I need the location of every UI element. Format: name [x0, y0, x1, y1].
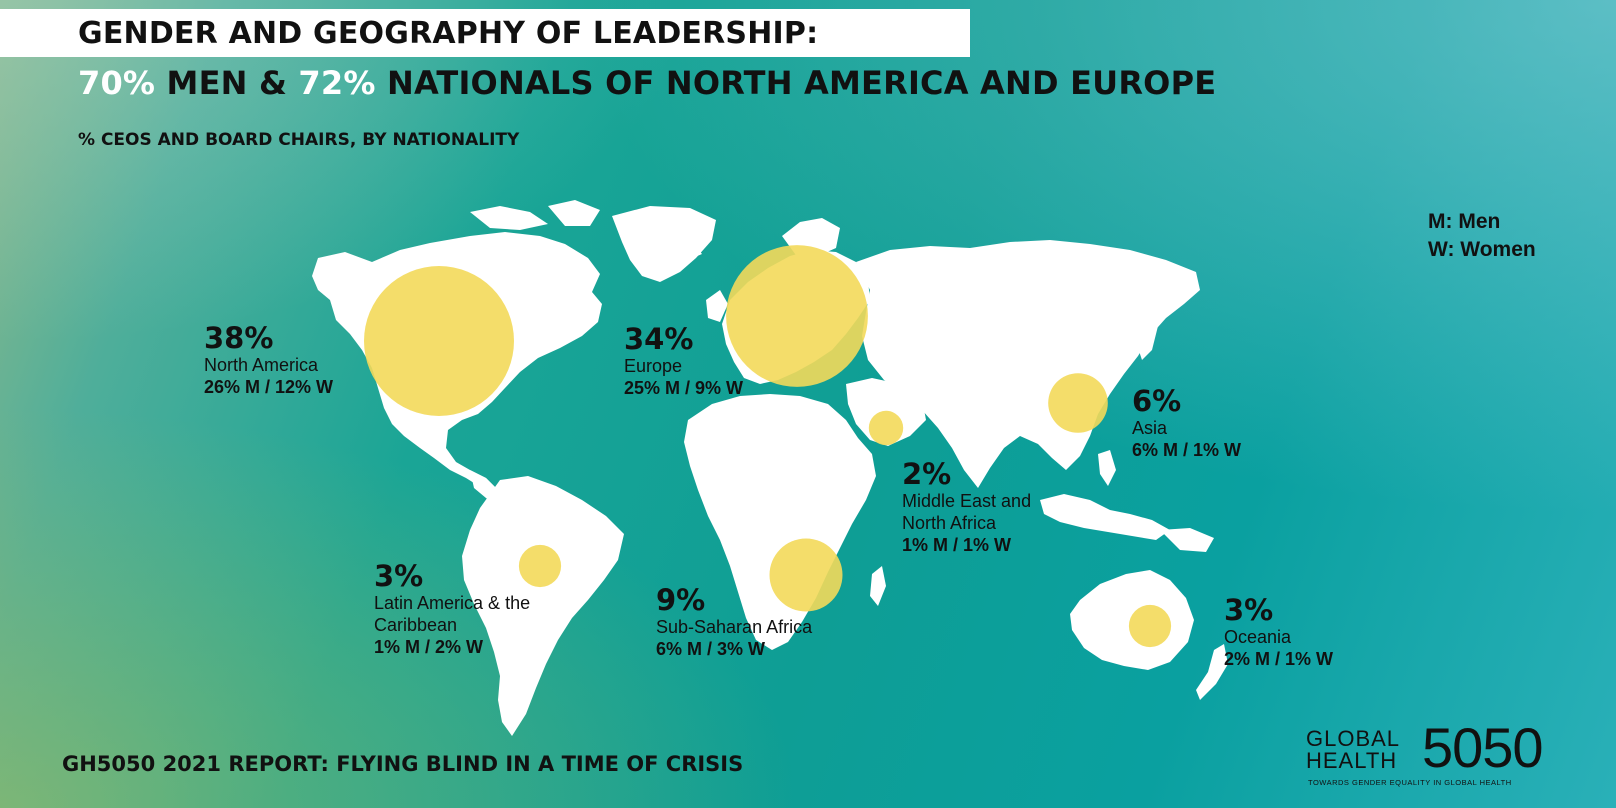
- region-pct: 3%: [1224, 593, 1274, 627]
- headline-nationals-pct: 72%: [298, 64, 376, 102]
- region-split: 6% M / 1% W: [1132, 440, 1242, 460]
- headline-men-pct: 70%: [78, 64, 156, 102]
- southeast-asia-islands: [1040, 494, 1170, 540]
- region-pct: 34%: [624, 322, 694, 356]
- south-america-land: [462, 476, 624, 736]
- legend-men: M: Men: [1428, 210, 1501, 233]
- region-pct: 2%: [902, 457, 952, 491]
- region-split: 2% M / 1% W: [1224, 649, 1334, 669]
- canada-arctic-islands: [470, 200, 600, 230]
- logo-tagline: TOWARDS GENDER EQUALITY IN GLOBAL HEALTH: [1308, 778, 1512, 787]
- region-pct: 9%: [656, 583, 706, 617]
- uk-land: [706, 290, 728, 322]
- region-name-line1: Latin America & the: [374, 593, 531, 613]
- region-name-line2: North Africa: [902, 513, 997, 533]
- bubble-sub-saharan-africa: [769, 538, 843, 612]
- bubble-oceania: [1128, 604, 1172, 648]
- new-guinea-land: [1160, 528, 1214, 552]
- region-split: 1% M / 1% W: [902, 535, 1012, 555]
- logo-line2: HEALTH: [1306, 748, 1398, 773]
- region-split: 1% M / 2% W: [374, 637, 484, 657]
- region-split: 6% M / 3% W: [656, 639, 766, 659]
- region-name: Europe: [624, 356, 683, 376]
- region-bubbles: [364, 245, 1172, 648]
- africa-land: [684, 394, 876, 650]
- bubble-north-america: [364, 266, 514, 416]
- region-name-line2: Caribbean: [374, 615, 458, 635]
- region-label-sub-saharan-africa: 9% Sub-Saharan Africa 6% M / 3% W: [656, 584, 812, 660]
- iceland-land: [676, 244, 702, 260]
- headline-nationals-text: NATIONALS OF NORTH AMERICA AND EUROPE: [375, 64, 1217, 102]
- page-title: GENDER AND GEOGRAPHY OF LEADERSHIP:: [78, 16, 819, 51]
- region-label-latin-america: 3% Latin America & the Caribbean 1% M / …: [374, 560, 530, 658]
- region-pct: 6%: [1132, 384, 1182, 418]
- page-headline: 70% MEN & 72% NATIONALS OF NORTH AMERICA…: [78, 64, 1216, 102]
- new-zealand-land: [1196, 644, 1228, 700]
- legend-women: W: Women: [1428, 238, 1536, 261]
- region-split: 26% M / 12% W: [204, 377, 334, 397]
- bubble-asia: [1048, 373, 1108, 433]
- region-name: Oceania: [1224, 627, 1292, 647]
- title-banner: [0, 9, 970, 57]
- gh5050-logo: GLOBAL HEALTH 5050 TOWARDS GENDER EQUALI…: [1306, 720, 1544, 792]
- region-name-line1: Middle East and: [902, 491, 1032, 511]
- japan-land: [1136, 308, 1158, 360]
- asia-land: [856, 240, 1200, 488]
- logo-line1: GLOBAL: [1306, 726, 1401, 751]
- region-label-oceania: 3% Oceania 2% M / 1% W: [1224, 594, 1333, 670]
- greenland-land: [612, 206, 716, 282]
- legend: M: Men W: Women: [1428, 208, 1536, 264]
- logo-number: 5050: [1422, 716, 1544, 779]
- region-label-asia: 6% Asia 6% M / 1% W: [1132, 385, 1241, 461]
- bubble-latin-america: [518, 544, 562, 588]
- philippines-land: [1098, 450, 1116, 486]
- region-label-north-america: 38% North America 26% M / 12% W: [204, 322, 333, 398]
- headline-men-text: MEN &: [155, 64, 299, 102]
- page-subtitle: % CEOS AND BOARD CHAIRS, BY NATIONALITY: [78, 130, 520, 150]
- region-split: 25% M / 9% W: [624, 378, 744, 398]
- region-name: Asia: [1132, 418, 1168, 438]
- region-pct: 38%: [204, 321, 274, 355]
- bubble-mena: [868, 410, 904, 446]
- report-footer: GH5050 2021 REPORT: FLYING BLIND IN A TI…: [62, 752, 744, 776]
- region-label-mena: 2% Middle East and North Africa 1% M / 1…: [902, 458, 1031, 556]
- region-pct: 3%: [374, 559, 424, 593]
- bubble-europe: [726, 245, 868, 387]
- region-label-europe: 34% Europe 25% M / 9% W: [624, 323, 743, 399]
- region-name: Sub-Saharan Africa: [656, 617, 813, 637]
- region-name: North America: [204, 355, 319, 375]
- madagascar-land: [870, 566, 886, 606]
